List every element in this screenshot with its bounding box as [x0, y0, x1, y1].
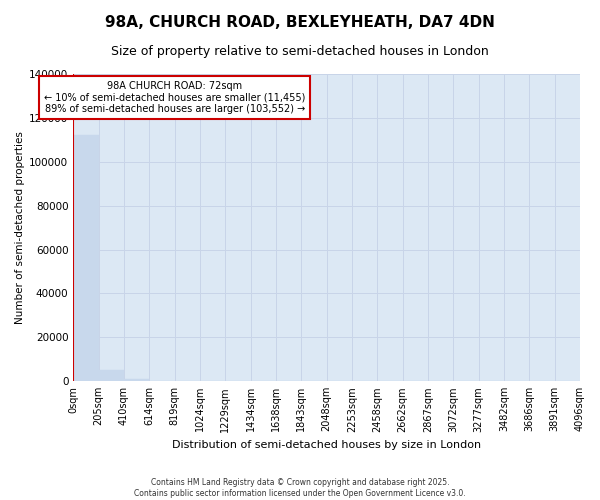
Text: 98A CHURCH ROAD: 72sqm
← 10% of semi-detached houses are smaller (11,455)
89% of: 98A CHURCH ROAD: 72sqm ← 10% of semi-det… — [44, 80, 305, 114]
Bar — [98, 370, 124, 381]
X-axis label: Distribution of semi-detached houses by size in London: Distribution of semi-detached houses by … — [172, 440, 481, 450]
Y-axis label: Number of semi-detached properties: Number of semi-detached properties — [15, 131, 25, 324]
Bar — [73, 136, 98, 381]
Text: Contains HM Land Registry data © Crown copyright and database right 2025.
Contai: Contains HM Land Registry data © Crown c… — [134, 478, 466, 498]
Bar — [124, 380, 149, 381]
Text: 98A, CHURCH ROAD, BEXLEYHEATH, DA7 4DN: 98A, CHURCH ROAD, BEXLEYHEATH, DA7 4DN — [105, 15, 495, 30]
Text: Size of property relative to semi-detached houses in London: Size of property relative to semi-detach… — [111, 45, 489, 58]
